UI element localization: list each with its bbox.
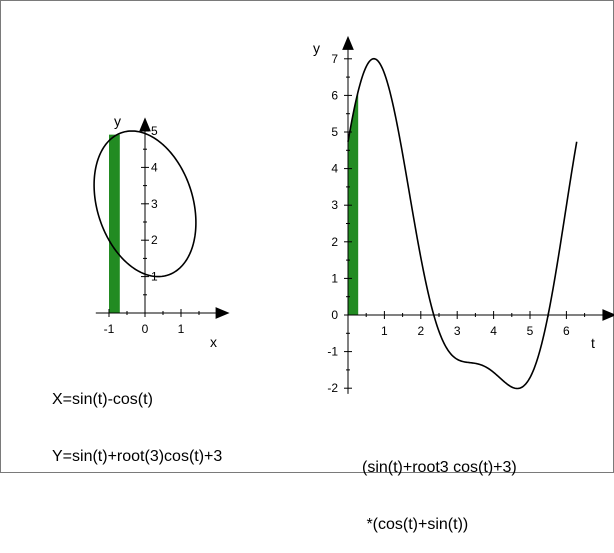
t-axis-label: t	[591, 335, 595, 351]
function-curve	[347, 57, 578, 390]
y-tick-label: 3	[331, 198, 338, 212]
y-tick-label: 1	[331, 271, 338, 285]
figure-frame	[0, 0, 614, 473]
x-axis-label: x	[210, 334, 217, 350]
function-line-2: *(cos(t)+sin(t))	[362, 516, 469, 533]
y-tick-label: 5	[151, 124, 158, 138]
t-ticks: 1 2 3 4 5 6	[365, 311, 586, 338]
parametric-ellipse-chart: -1 0 1 1 2 3 4 5 x y	[93, 113, 230, 350]
t-axis-arrow	[602, 309, 614, 321]
left-caption: X=sin(t)-cos(t) Y=sin(t)+root(3)cos(t)+3	[52, 352, 222, 485]
y-axis-label: y	[114, 113, 121, 129]
t-tick-label: 1	[381, 324, 388, 338]
t-tick-label: 2	[417, 324, 424, 338]
y-axis-arrow	[342, 35, 354, 50]
x-tick-label: 1	[178, 322, 185, 336]
function-line-1: (sin(t)+root3 cos(t)+3)	[362, 459, 517, 476]
y-tick-label: 2	[151, 233, 158, 247]
t-tick-label: 4	[490, 324, 497, 338]
y-tick-label: 2	[331, 235, 338, 249]
shaded-strip	[109, 134, 120, 313]
y-tick-label: 5	[331, 125, 338, 139]
y-equation: Y=sin(t)+root(3)cos(t)+3	[52, 448, 223, 465]
x-equation: X=sin(t)-cos(t)	[52, 391, 153, 408]
y-tick-label: 7	[331, 52, 338, 66]
shaded-area	[348, 91, 359, 315]
product-function-chart: 1 2 3 4 5 6 -2 -1 0 1 2 3 4 5 6 7 t y	[313, 35, 614, 395]
y-tick-label: 0	[331, 308, 338, 322]
y-tick-label: -1	[327, 345, 338, 359]
ellipse-curve	[93, 130, 197, 278]
t-tick-label: 6	[563, 324, 570, 338]
y-tick-label: 4	[151, 160, 158, 174]
y-axis-arrow	[139, 117, 151, 132]
y-axis-label: y	[313, 40, 320, 56]
x-axis-arrow	[215, 307, 230, 319]
y-tick-label: -2	[327, 381, 338, 395]
t-tick-label: 3	[454, 324, 461, 338]
y-tick-label: 4	[331, 162, 338, 176]
x-tick-label: 0	[142, 322, 149, 336]
t-tick-label: 5	[527, 324, 534, 338]
x-tick-label: -1	[104, 322, 115, 336]
y-ticks: -2 -1 0 1 2 3 4 5 6 7	[327, 52, 352, 395]
right-caption: (sin(t)+root3 cos(t)+3) *(cos(t)+sin(t))	[362, 420, 517, 553]
y-tick-label: 6	[331, 88, 338, 102]
x-ticks: -1 0 1	[104, 309, 200, 336]
y-tick-label: 3	[151, 197, 158, 211]
